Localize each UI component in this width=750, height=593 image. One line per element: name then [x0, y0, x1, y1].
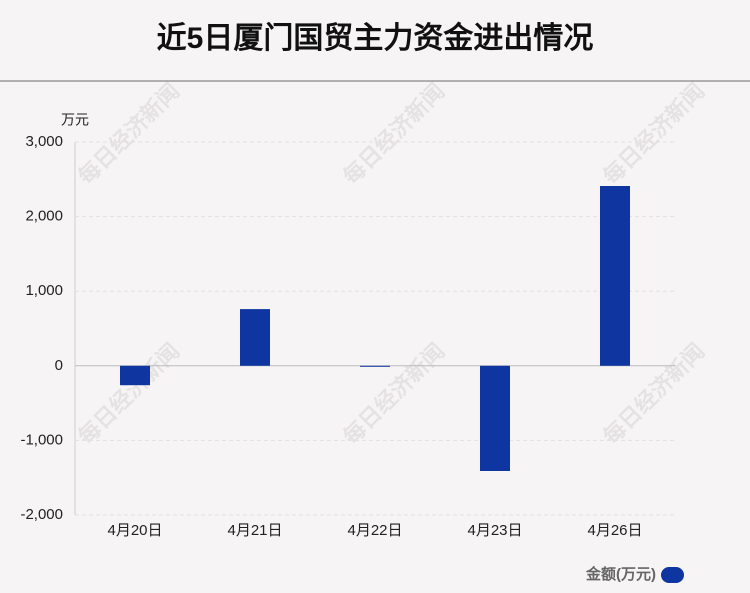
y-unit: 万元: [61, 112, 89, 128]
x-tick-label: 4月23日: [467, 522, 522, 539]
legend-swatch: [661, 567, 684, 583]
x-tick-label: 4月20日: [107, 522, 162, 539]
bar: [480, 365, 510, 471]
y-tick-label: 0: [55, 357, 63, 374]
x-tick-label: 4月26日: [587, 522, 642, 539]
y-tick-label: 1,000: [25, 282, 63, 299]
y-tick-label: 3,000: [25, 133, 63, 150]
x-tick-label: 4月21日: [227, 522, 282, 539]
y-tick-label: -1,000: [20, 431, 63, 448]
bar: [120, 365, 150, 386]
y-tick-label: 2,000: [25, 208, 63, 225]
bar: [240, 309, 270, 366]
bar: [360, 365, 390, 367]
chart-title: 近5日厦门国贸主力资金进出情况: [157, 21, 594, 55]
bar: [600, 186, 630, 366]
x-tick-label: 4月22日: [347, 522, 402, 539]
y-tick-label: -2,000: [20, 506, 63, 523]
legend-label: 金额(万元): [585, 565, 656, 583]
